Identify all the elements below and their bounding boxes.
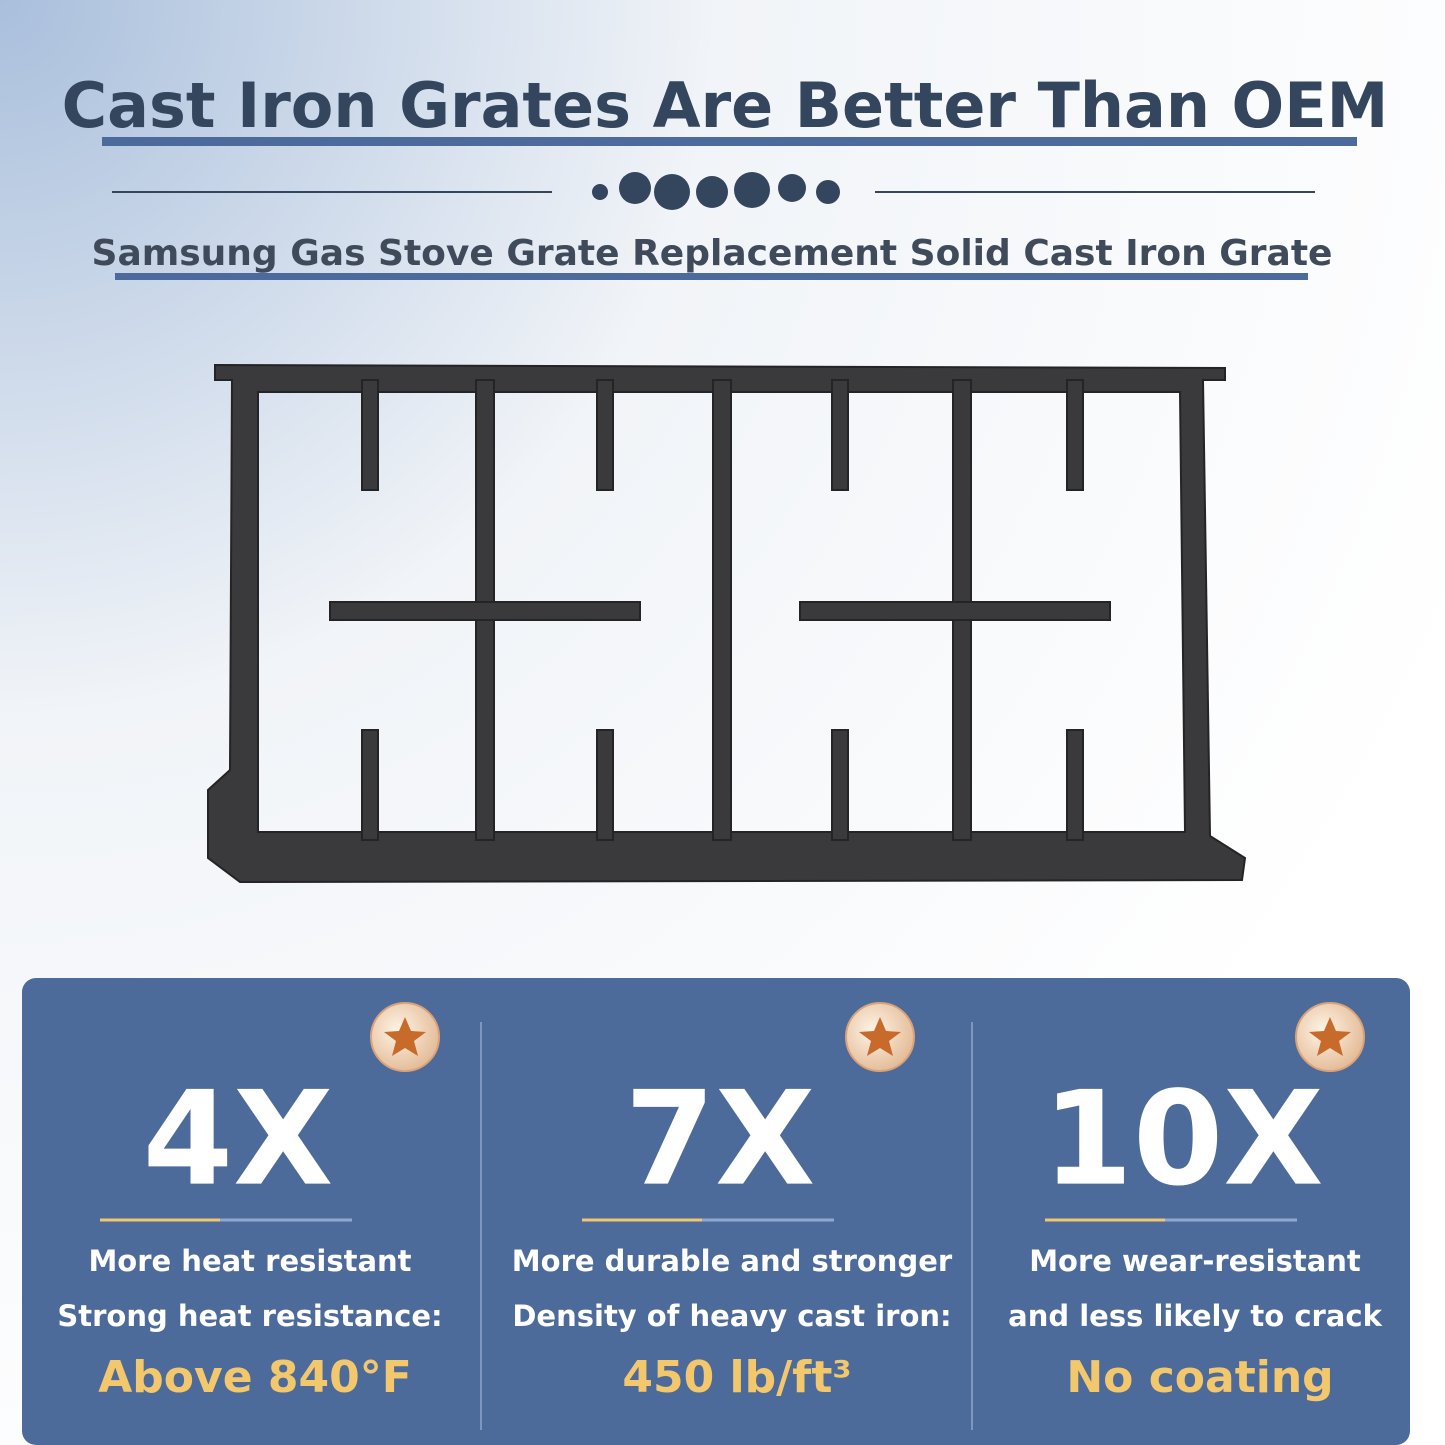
grate-prong [361,379,379,491]
grate-prong [831,379,849,491]
ornament [592,172,840,210]
medal-star [859,1017,901,1056]
grate-prong [596,379,614,491]
feature-big: 4X [143,1063,334,1215]
title: Cast Iron Grates Are Better Than OEM [62,69,1389,142]
grate [207,363,1247,884]
feature-highlight: Above 840°F [98,1352,412,1403]
grate-prong [596,729,614,841]
grate-prong [1066,379,1084,491]
medal-star [384,1017,426,1056]
medal-star [1309,1017,1351,1056]
feature-line: Density of heavy cast iron: [512,1299,951,1333]
subtitle: Samsung Gas Stove Grate Replacement Soli… [92,233,1333,274]
grate-prong [831,729,849,841]
feature-highlight: No coating [1066,1352,1333,1403]
title-underline [102,137,1357,146]
feature-highlight: 450 lb/ft³ [622,1352,851,1403]
subtitle-underline [115,273,1308,280]
feature-line: and less likely to crack [1008,1299,1382,1333]
feature-big: 7X [625,1063,816,1215]
feature-panel [22,978,1410,1445]
feature-line: More durable and stronger [512,1244,953,1278]
features: 4X More heat resistant Strong heat resista… [57,1002,1383,1403]
grate-arm [799,601,1111,621]
feature-big: 10X [1042,1063,1323,1215]
feature-line: More wear-resistant [1029,1244,1361,1278]
grate-arm [329,601,641,621]
grate-bar [712,379,732,841]
grate-prong [1066,729,1084,841]
feature-line: More heat resistant [88,1244,411,1278]
grate-prong [361,729,379,841]
feature-line: Strong heat resistance: [57,1299,442,1333]
